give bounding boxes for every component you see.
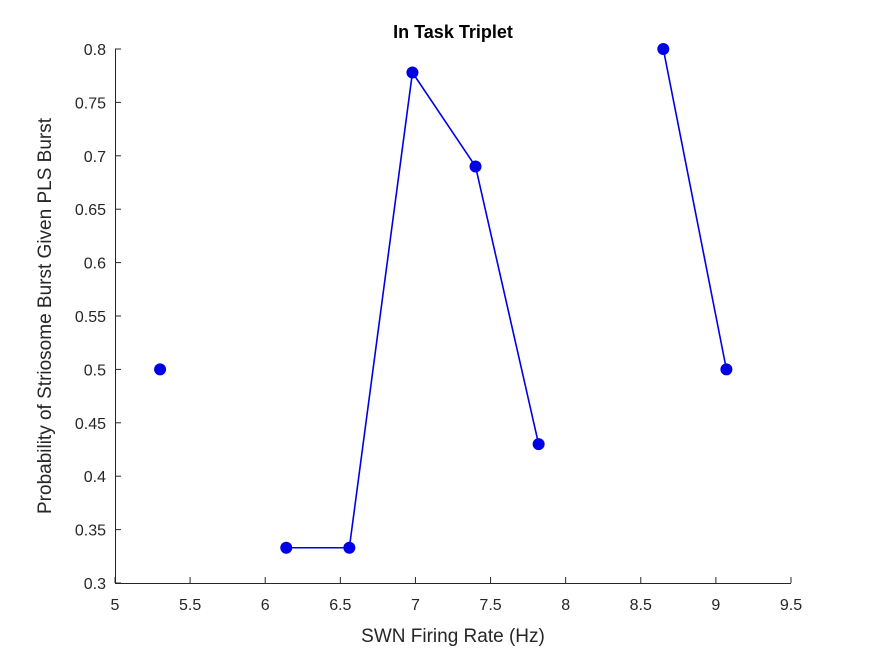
x-tick-label: 5.5 [179,597,201,614]
x-tick-label: 8.5 [630,597,652,614]
x-tick-label: 9.5 [780,597,802,614]
y-tick-label: 0.8 [84,42,106,59]
y-tick-label: 0.55 [75,309,106,326]
y-axis-label: Probability of Striosome Burst Given PLS… [35,117,56,514]
y-tick-label: 0.45 [75,416,106,433]
x-tick-label: 6 [261,597,270,614]
y-tick-label: 0.4 [84,469,106,486]
series-line [662,48,728,370]
data-point [406,66,419,79]
x-tick-label: 6.5 [329,597,351,614]
y-tick-label: 0.5 [84,362,106,379]
x-tick-label: 8 [561,597,570,614]
y-tick-label: 0.35 [75,523,106,540]
data-point [280,541,293,554]
x-tick-label: 9 [711,597,720,614]
x-axis-label: SWN Firing Rate (Hz) [361,626,545,647]
x-tick-label: 5 [111,597,120,614]
y-tick-label: 0.6 [84,256,106,273]
y-tick-label: 0.65 [75,202,106,219]
y-tick-label: 0.7 [84,149,106,166]
data-point [532,438,545,451]
x-ticks: 5 5.5 6 6.5 7 7.5 8 8.5 9 9.5 [111,577,802,614]
data-point [154,363,167,376]
data-series [154,43,733,554]
data-point [469,160,482,173]
data-point [720,363,733,376]
data-point [657,43,670,55]
x-tick-label: 7.5 [479,597,501,614]
y-tick-label: 0.3 [84,576,106,593]
y-tick-label: 0.75 [75,95,106,112]
chart-title: In Task Triplet [393,22,513,42]
y-ticks: 0.3 0.35 0.4 0.45 0.5 0.55 0.6 0.65 0.7 0.75 0.8 [75,42,121,593]
x-tick-label: 7 [411,597,420,614]
data-point [343,541,356,554]
